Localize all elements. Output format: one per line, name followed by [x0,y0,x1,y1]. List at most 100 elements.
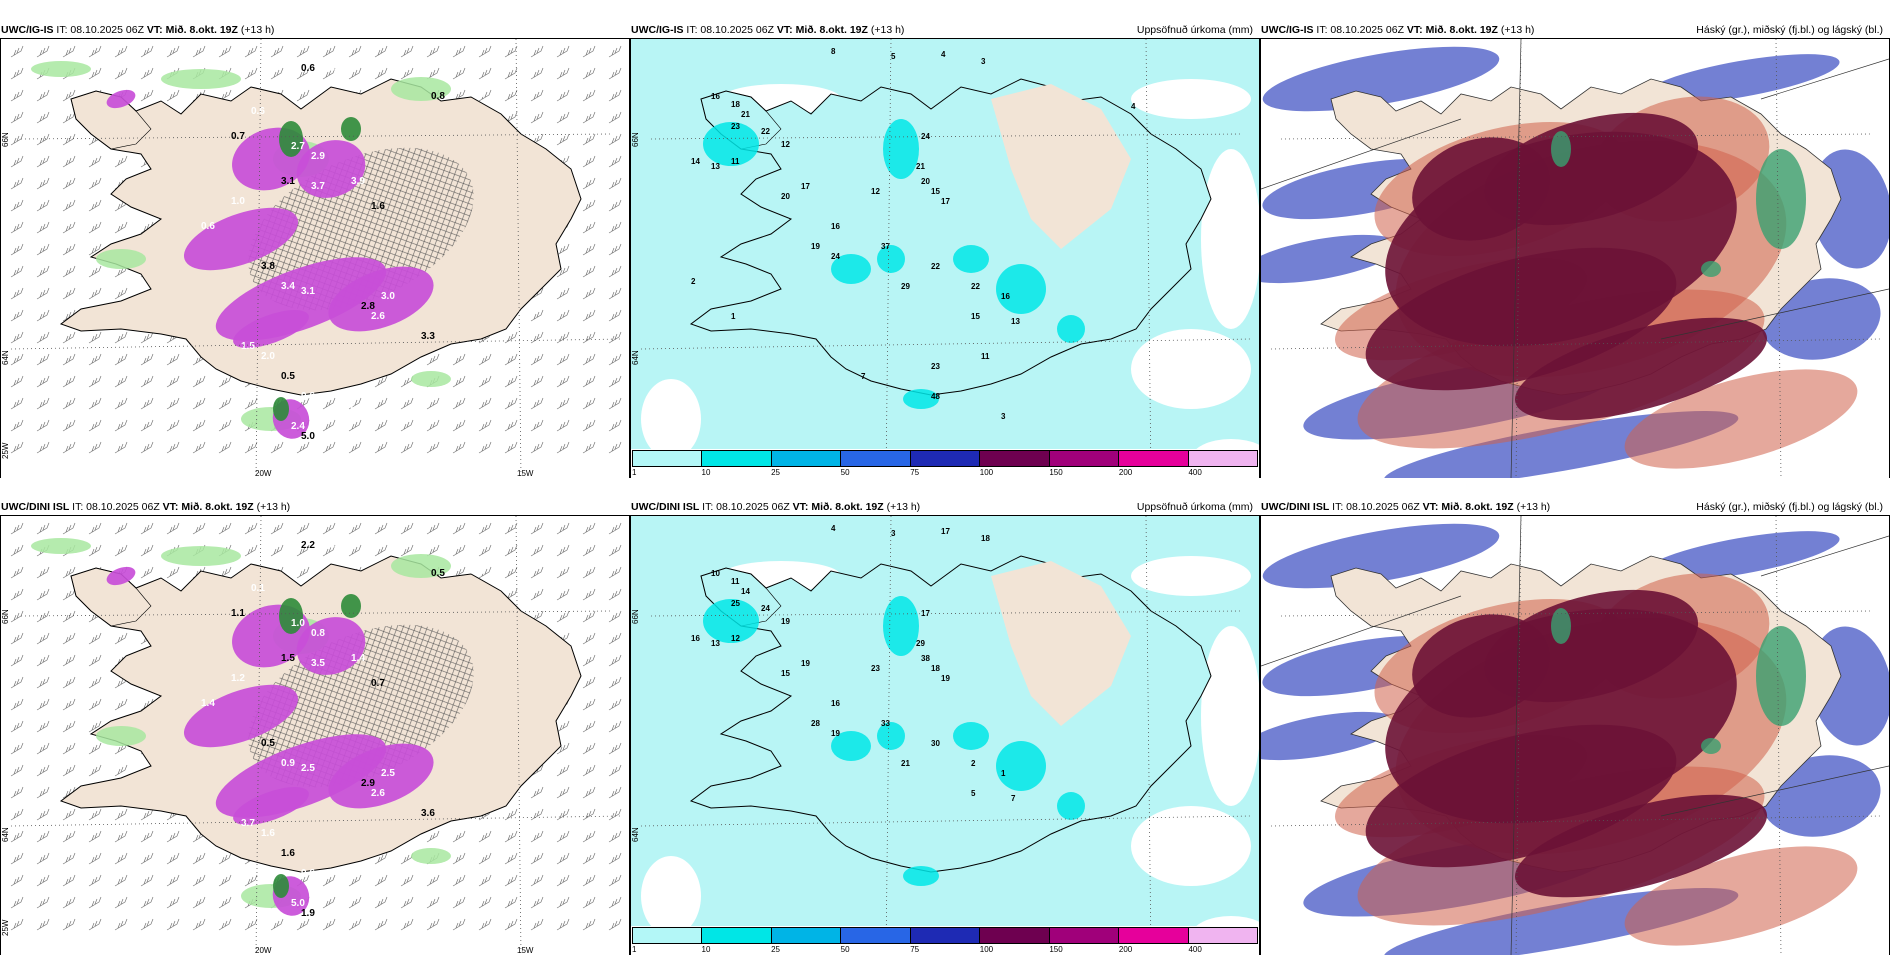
colorbar-swatch [1188,451,1257,466]
wind-barb [140,441,154,454]
wind-barb [478,874,492,887]
gust-value: 3.1 [281,176,295,187]
wind-barb [88,808,102,821]
wind-barb [88,896,102,909]
wind-barb [140,89,154,102]
wind-barb [348,896,362,909]
panel-field-title: Uppsöfnuð úrkoma (mm) [1136,501,1253,513]
wind-barb [556,111,570,124]
wind-barb [322,918,336,931]
wind-barb [114,830,128,843]
panel-lead-time: (+13 h) [240,24,275,36]
wind-barb [62,566,76,579]
wind-barb [400,375,414,388]
wind-barb [530,331,544,344]
wind-barb [608,830,622,843]
wind-barb [218,419,232,432]
wind-barb [374,397,388,410]
green-cloud-region [1756,626,1806,726]
wind-barb [10,221,24,234]
gust-value: 0.8 [471,89,485,100]
colorbar-swatch [633,928,703,943]
wind-barb [218,852,232,865]
westfjords-coast [70,567,152,627]
wind-barb [582,742,596,755]
wind-barb [452,896,466,909]
gust-value: 3.5 [311,658,325,669]
wind-barb [608,522,622,535]
wind-barb [322,874,336,887]
precip-value: 29 [901,282,910,291]
wind-barb [426,544,440,557]
colorbar-swatch [1119,451,1189,466]
wind-barb [608,441,622,454]
wind-barb [10,918,24,931]
wind-barb [452,830,466,843]
wind-barb [88,353,102,366]
wind-barb [478,830,492,843]
wind-barb [10,397,24,410]
precip-value: 3 [891,529,896,538]
wind-barb [530,830,544,843]
precip-value: 22 [761,127,770,136]
wind-barb [296,522,310,535]
wind-barb [140,331,154,344]
gust-value: 0.7 [231,131,245,142]
wind-barb [426,419,440,432]
wind-map: 2.2 0.60.10.51.11.91.11.00.81.5 3.5 1.40.71… [10,516,622,955]
wind-barb [10,111,24,124]
clouds-map [1261,39,1889,478]
wind-barb [10,720,24,733]
westfjords-coast [700,90,782,150]
wind-barb [530,353,544,366]
precip-value: 11 [981,352,990,361]
wind-barb [114,918,128,931]
wind-barb [504,918,518,931]
colorbar-label: 50 [840,468,850,477]
wind-barb [88,397,102,410]
wind-barb [478,896,492,909]
gust-value: 2.2 [301,540,315,551]
wind-barb [10,199,24,212]
gust-value: 0.7 [371,678,385,689]
wind-barb [426,896,440,909]
boundary-line [1660,765,1889,817]
wind-barb [88,243,102,256]
wind-barb [36,742,50,755]
wind-barb [36,654,50,667]
wind-barb [166,89,180,102]
wind-barb [452,852,466,865]
precip-value: 1 [731,312,736,321]
wind-barb [582,852,596,865]
gust-green-light [391,77,451,101]
wind-barb [556,610,570,623]
precip-value: 3 [1001,412,1006,421]
wind-barb [556,588,570,601]
wind-barb [608,221,622,234]
wind-barb [10,808,24,821]
wind-barb [10,331,24,344]
wind-barb [88,221,102,234]
precip-value: 16 [831,699,840,708]
wind-barb [582,155,596,168]
gust-value: 1.4 [201,698,215,709]
low-cloud-region [1261,711,1400,761]
wind-barb [556,353,570,366]
colorbar-label: 150 [1049,468,1063,477]
wind-barb [582,111,596,124]
wind-barb [582,544,596,557]
gust-purple-region [296,617,366,675]
wind-barb [530,566,544,579]
panel-lead-time: (+13 h) [256,501,291,513]
wind-barb [166,918,180,931]
map-frame: 4 3 17 18 10 11 14 25 24 19 16 13 12 15 19 17 29 38 23 18 19… [630,515,1260,955]
wind-barb [504,874,518,887]
wind-barb [192,419,206,432]
wind-barb [88,67,102,80]
precip-value: 37 [881,242,890,251]
wind-barb [244,45,258,58]
wind-barb [114,375,128,388]
wind-barb [10,419,24,432]
panel-init-time: IT: 08.10.2025 06Z [702,501,790,513]
